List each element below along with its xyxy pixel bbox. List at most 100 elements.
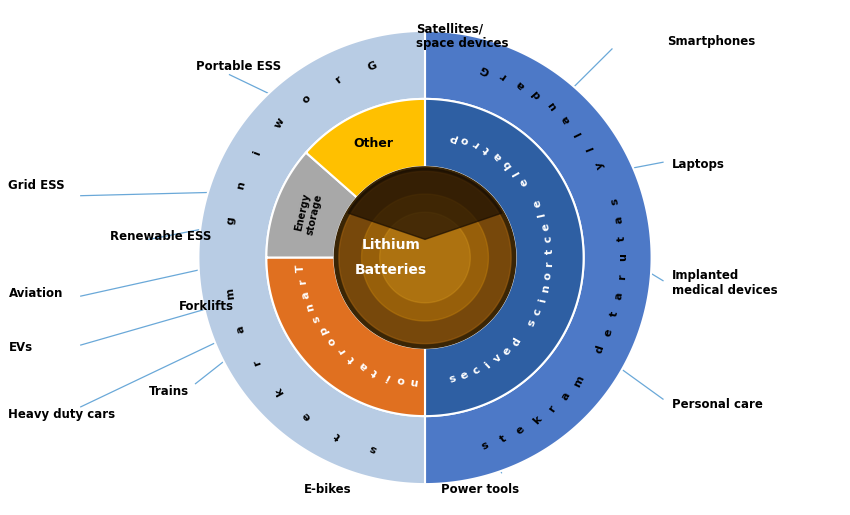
Text: i: i xyxy=(252,149,263,156)
Text: a: a xyxy=(614,215,625,224)
Text: d: d xyxy=(594,345,606,355)
Text: Energy
storage: Energy storage xyxy=(293,191,324,236)
Polygon shape xyxy=(425,99,584,416)
Text: k: k xyxy=(274,386,286,397)
Text: w: w xyxy=(273,116,286,130)
Text: k: k xyxy=(530,415,543,426)
Text: n: n xyxy=(410,376,418,387)
Text: E-bikes: E-bikes xyxy=(303,483,351,496)
Text: p: p xyxy=(318,325,330,336)
Text: Heavy duty cars: Heavy duty cars xyxy=(8,408,116,421)
Text: e: e xyxy=(541,222,552,231)
Polygon shape xyxy=(306,99,425,198)
Text: o: o xyxy=(459,133,470,146)
Text: P: P xyxy=(447,130,458,142)
Text: r: r xyxy=(617,273,627,280)
Text: Forklifts: Forklifts xyxy=(178,300,234,313)
Text: Other: Other xyxy=(354,138,394,150)
Text: s: s xyxy=(609,197,620,205)
Text: l: l xyxy=(511,168,522,177)
Text: e: e xyxy=(531,198,543,209)
Text: t: t xyxy=(333,430,343,441)
Text: d: d xyxy=(530,88,543,100)
Text: i: i xyxy=(483,360,492,370)
Polygon shape xyxy=(380,212,470,303)
Text: T: T xyxy=(296,264,306,272)
Text: o: o xyxy=(395,374,406,386)
Text: a: a xyxy=(357,359,370,372)
Text: t: t xyxy=(498,434,508,444)
Text: Batteries: Batteries xyxy=(355,263,427,278)
Text: r: r xyxy=(547,404,558,414)
Text: m: m xyxy=(572,374,586,389)
Text: a: a xyxy=(560,113,572,125)
Text: g: g xyxy=(225,216,236,226)
Polygon shape xyxy=(266,258,425,416)
Text: r: r xyxy=(333,74,343,85)
Text: r: r xyxy=(252,358,263,367)
Text: a: a xyxy=(560,390,572,402)
Text: EVs: EVs xyxy=(8,341,32,354)
Text: r: r xyxy=(471,138,481,149)
Text: G: G xyxy=(366,60,379,73)
Text: Implanted
medical devices: Implanted medical devices xyxy=(672,269,777,297)
Polygon shape xyxy=(266,152,357,258)
Text: e: e xyxy=(518,177,530,188)
Polygon shape xyxy=(348,169,502,239)
Text: Renewable ESS: Renewable ESS xyxy=(110,230,212,244)
Text: Trains: Trains xyxy=(149,385,189,398)
Text: b: b xyxy=(502,158,513,170)
Text: Portable ESS: Portable ESS xyxy=(196,60,280,74)
Text: o: o xyxy=(301,93,313,105)
Text: t: t xyxy=(347,353,358,364)
Text: e: e xyxy=(514,424,527,437)
Text: t: t xyxy=(609,311,620,318)
Text: l: l xyxy=(574,129,584,137)
Text: G: G xyxy=(479,63,492,76)
Polygon shape xyxy=(361,194,489,321)
Text: d: d xyxy=(510,336,523,348)
Text: u: u xyxy=(618,253,628,262)
Text: Laptops: Laptops xyxy=(672,158,724,171)
Polygon shape xyxy=(198,31,425,484)
Text: n: n xyxy=(235,181,246,191)
Text: e: e xyxy=(502,345,513,357)
Text: v: v xyxy=(491,353,504,365)
Text: e: e xyxy=(603,328,614,337)
Polygon shape xyxy=(339,171,511,344)
Text: a: a xyxy=(514,78,527,91)
Text: y: y xyxy=(594,160,606,170)
Text: m: m xyxy=(225,288,236,300)
Text: a: a xyxy=(235,324,246,334)
Text: l: l xyxy=(585,145,596,152)
Text: Personal care: Personal care xyxy=(672,398,762,411)
Text: o: o xyxy=(543,272,553,280)
Text: Power tools: Power tools xyxy=(441,483,519,496)
Text: t: t xyxy=(617,235,627,241)
Text: r: r xyxy=(298,279,308,285)
Text: e: e xyxy=(459,369,470,382)
Text: a: a xyxy=(491,150,504,162)
Text: r: r xyxy=(544,261,554,267)
Text: Satellites/
space devices: Satellites/ space devices xyxy=(416,22,509,50)
Text: Aviation: Aviation xyxy=(8,287,63,300)
Text: Lithium: Lithium xyxy=(361,237,421,252)
Text: r: r xyxy=(498,70,508,81)
Text: o: o xyxy=(326,335,338,347)
Polygon shape xyxy=(425,31,652,484)
Text: Grid ESS: Grid ESS xyxy=(8,179,65,192)
Text: c: c xyxy=(471,365,482,377)
Text: a: a xyxy=(614,291,625,300)
Text: Smartphones: Smartphones xyxy=(667,35,756,48)
Text: s: s xyxy=(368,442,377,454)
Text: c: c xyxy=(531,307,543,316)
Text: i: i xyxy=(537,297,547,303)
Text: t: t xyxy=(544,249,554,254)
Text: u: u xyxy=(546,100,558,112)
Text: s: s xyxy=(480,440,490,452)
Text: e: e xyxy=(301,410,313,422)
Text: r: r xyxy=(336,345,348,355)
Polygon shape xyxy=(334,167,516,348)
Text: n: n xyxy=(305,302,316,312)
Text: a: a xyxy=(300,290,312,299)
